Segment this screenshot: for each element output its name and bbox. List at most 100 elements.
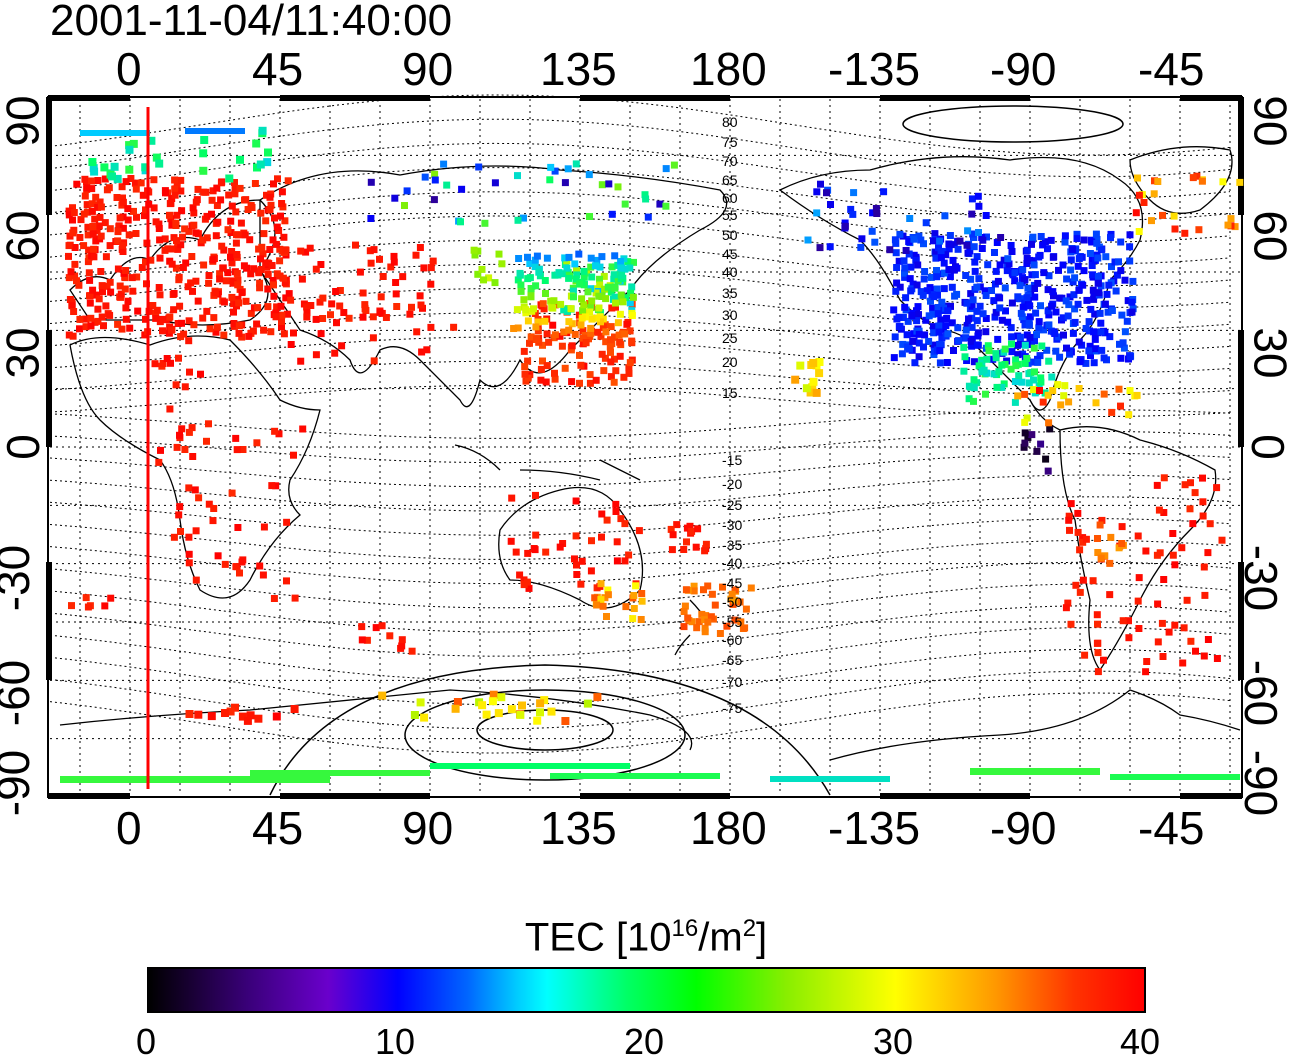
tec-point [1191,489,1199,497]
tec-point [138,264,146,271]
tec-point [1031,337,1038,345]
tec-point [369,334,377,342]
tec-band [80,130,150,136]
tec-point [200,136,209,144]
tec-point [616,352,624,360]
tec-point [608,263,616,271]
tec-point [429,257,437,265]
tec-point [71,272,79,280]
tec-point [94,317,102,325]
tec-point [220,298,228,306]
tec-point [82,315,90,323]
tec-point [224,226,232,234]
tec-point [975,229,982,236]
tec-point [118,183,126,191]
tec-point [118,325,126,333]
tec-point [190,209,198,217]
tec-point [171,191,179,199]
tec-point [579,334,587,342]
tec-point [891,333,899,341]
tec-point [94,305,102,313]
tec-point [290,329,297,337]
tec-point [662,202,670,210]
colorbar-tick-30: 30 [873,1021,914,1062]
tec-point [1140,199,1148,206]
tec-point [205,272,213,279]
tec-point [975,202,983,210]
tec-point [203,234,211,242]
tec-point [568,378,576,386]
tec-point [565,274,573,282]
bottom-tick-minus45: -45 [1138,802,1205,854]
tec-point [231,185,239,193]
tec-point [933,273,941,281]
tec-point [1132,209,1140,217]
tec-point [1165,628,1173,636]
tec-point [379,273,387,280]
tec-point [997,234,1005,241]
tec-point [1108,408,1116,416]
tec-point [236,184,244,192]
tec-point [82,323,90,331]
tec-point [1120,344,1128,352]
tec-point [975,275,983,283]
tec-point [543,254,551,262]
tec-point [358,636,366,644]
tec-point [1097,328,1105,336]
tec-point [622,603,630,611]
tec-point [1055,266,1062,274]
tec-point [690,587,698,595]
tec-point [1104,308,1112,316]
tec-point [270,292,278,300]
tec-point [510,325,518,332]
tec-point [1169,551,1177,559]
tec-point [1108,307,1116,314]
top-tick-0: 0 [116,43,142,95]
tec-point [232,563,240,571]
tec-point [973,283,981,291]
tec-point [637,616,645,623]
tec-point [616,338,624,346]
tec-point [938,298,946,306]
tec-point [558,342,566,350]
top-tick-minus45: -45 [1138,43,1205,95]
tec-band [250,770,430,776]
tec-point [1075,255,1083,263]
tec-point [260,326,268,334]
tec-point [297,357,305,365]
contour-label: 70 [722,153,738,169]
tec-point [944,330,952,338]
tec-point [930,237,937,245]
tec-point [185,337,193,345]
tec-point [815,358,824,366]
tec-point [152,314,160,322]
tec-point [507,537,515,545]
tec-point [485,274,493,282]
contour-label: -55 [722,614,742,630]
tec-point [1062,297,1070,305]
tec-point [931,230,939,238]
tec-point [115,223,123,231]
tec-point [392,279,400,286]
tec-point [345,314,353,322]
tec-point [178,207,186,215]
tec-point [890,354,898,362]
tec-point [1095,289,1103,297]
tec-point [1095,273,1102,280]
tec-point [1048,302,1056,310]
tec-point [585,171,593,179]
tec-point [1023,294,1031,302]
tec-point [188,424,196,432]
tec-point [898,350,906,358]
tec-point [180,330,188,338]
tec-band [550,773,720,779]
tec-point [1195,226,1203,234]
tec-point [613,557,621,565]
tec-point [1088,262,1096,269]
tec-point [356,268,364,276]
tec-point [603,516,611,524]
tec-point [1030,344,1038,352]
tec-point [187,279,195,287]
tec-point [1045,311,1053,319]
tec-point [1100,656,1107,664]
